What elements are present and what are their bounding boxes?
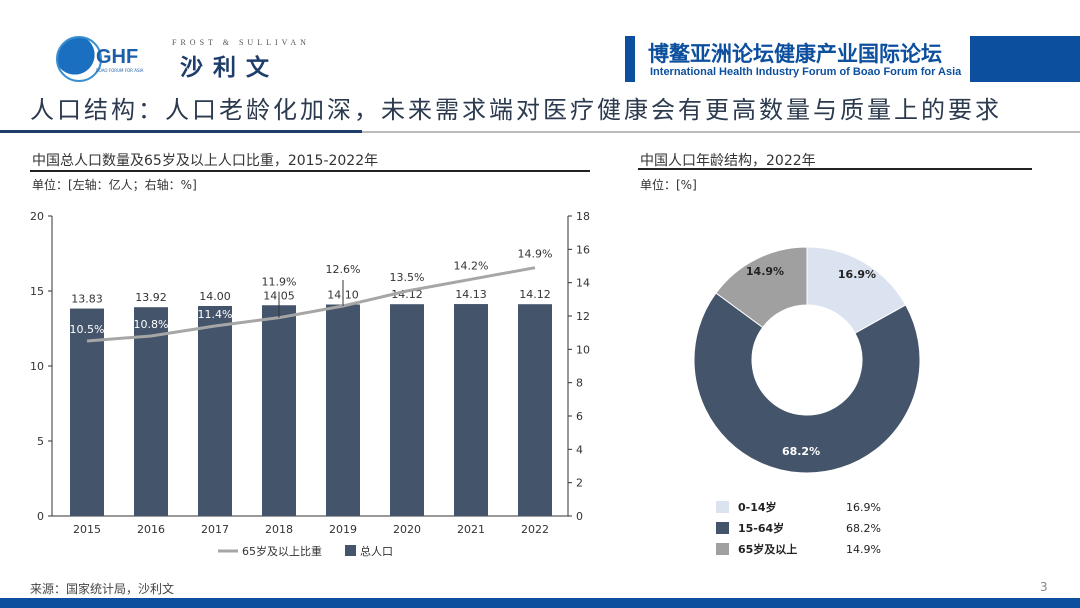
line-value-label: 11.9% — [262, 276, 297, 289]
source-note: 来源：国家统计局，沙利文 — [30, 582, 175, 596]
frost-logo-cn: 沙利文 — [180, 55, 279, 81]
legend-value: 16.9% — [846, 501, 881, 514]
legend-bar-swatch — [345, 545, 356, 556]
frost-logo-en: FROST & SULLIVAN — [172, 38, 310, 47]
legend-swatch — [716, 522, 729, 534]
bottom-bar — [0, 598, 1080, 608]
bar-value-label: 14.13 — [455, 288, 487, 301]
bar-chart-rule — [30, 170, 590, 172]
bar-value-label: 14.12 — [519, 288, 551, 301]
y-right-tick-label: 0 — [576, 510, 583, 523]
y-right-tick-label: 10 — [576, 343, 590, 356]
ghf-logo-sub: BOAO FORUM FOR ASIA — [96, 68, 144, 73]
bar-total-population — [198, 306, 232, 516]
bar-total-population — [326, 304, 360, 516]
y-left-tick-label: 5 — [37, 435, 44, 448]
pie-chart-rule — [638, 168, 1032, 170]
legend-swatch — [716, 543, 729, 555]
y-right-tick-label: 14 — [576, 277, 590, 290]
legend-label: 15-64岁 — [738, 521, 784, 535]
page-title: 人口结构：人口老龄化加深，未来需求端对医疗健康会有更高数量与质量上的要求 — [30, 96, 1002, 124]
x-tick-label: 2018 — [265, 523, 293, 536]
y-right-tick-label: 18 — [576, 210, 590, 223]
legend-bar-label: 总人口 — [360, 544, 393, 558]
line-value-label: 10.8% — [134, 318, 169, 331]
legend-label: 0-14岁 — [738, 500, 777, 514]
ghf-logo-globe — [56, 36, 102, 82]
title-rule-gray — [362, 131, 1080, 133]
bar-value-label: 14.00 — [199, 290, 231, 303]
line-value-label: 10.5% — [70, 323, 105, 336]
y-right-tick-label: 12 — [576, 310, 590, 323]
pie-chart-title: 中国人口年龄结构，2022年 — [640, 153, 816, 169]
legend-value: 14.9% — [846, 543, 881, 556]
bar-value-label: 13.92 — [135, 291, 167, 304]
y-right-tick-label: 16 — [576, 243, 590, 256]
legend-line-label: 65岁及以上比重 — [242, 544, 322, 558]
bar-total-population — [390, 304, 424, 516]
legend-value: 68.2% — [846, 522, 881, 535]
x-tick-label: 2016 — [137, 523, 165, 536]
line-value-label: 14.2% — [454, 259, 489, 272]
donut-slice — [715, 246, 808, 329]
bar-chart-title: 中国总人口数量及65岁及以上人口比重，2015-2022年 — [32, 153, 379, 169]
line-value-label: 12.6% — [326, 263, 361, 276]
y-left-tick-label: 0 — [37, 510, 44, 523]
line-65plus-share — [86, 266, 536, 343]
title-rule — [0, 130, 362, 133]
line-value-label: 11.4% — [198, 308, 233, 321]
x-tick-label: 2021 — [457, 523, 485, 536]
bar-total-population — [134, 307, 168, 516]
y-left-tick-label: 15 — [30, 285, 44, 298]
forum-accent-block — [970, 36, 1080, 82]
line-value-label: 13.5% — [390, 271, 425, 284]
forum-name-en: International Health Industry Forum of B… — [650, 66, 962, 78]
y-right-tick-label: 8 — [576, 377, 583, 390]
y-right-tick-label: 4 — [576, 443, 583, 456]
x-tick-label: 2020 — [393, 523, 421, 536]
donut-value-label: 14.9% — [746, 265, 784, 278]
bar-total-population — [262, 305, 296, 516]
y-right-tick-label: 2 — [576, 477, 583, 490]
ghf-logo: GHF — [96, 46, 139, 68]
page-number: 3 — [1040, 580, 1048, 594]
y-right-tick-label: 6 — [576, 410, 583, 423]
x-tick-label: 2015 — [73, 523, 101, 536]
donut-value-label: 16.9% — [838, 268, 876, 281]
forum-name-cn: 博鳌亚洲论坛健康产业国际论坛 — [648, 42, 942, 66]
donut-value-label: 68.2% — [782, 445, 820, 458]
bar-value-label: 13.83 — [71, 293, 103, 306]
legend-swatch — [716, 501, 729, 513]
x-tick-label: 2017 — [201, 523, 229, 536]
forum-accent-bar — [625, 36, 635, 82]
x-tick-label: 2022 — [521, 523, 549, 536]
x-tick-label: 2019 — [329, 523, 357, 536]
legend-label: 65岁及以上 — [738, 542, 797, 556]
bar-total-population — [518, 304, 552, 516]
line-value-label: 14.9% — [518, 248, 553, 261]
y-left-tick-label: 10 — [30, 360, 44, 373]
y-left-tick-label: 20 — [30, 210, 44, 223]
bar-chart-unit: 单位：[左轴：亿人；右轴：%] — [32, 178, 197, 192]
bar-total-population — [70, 308, 104, 516]
bar-total-population — [454, 304, 488, 516]
pie-chart-unit: 单位：[%] — [640, 178, 697, 192]
donut-slice — [693, 292, 921, 474]
